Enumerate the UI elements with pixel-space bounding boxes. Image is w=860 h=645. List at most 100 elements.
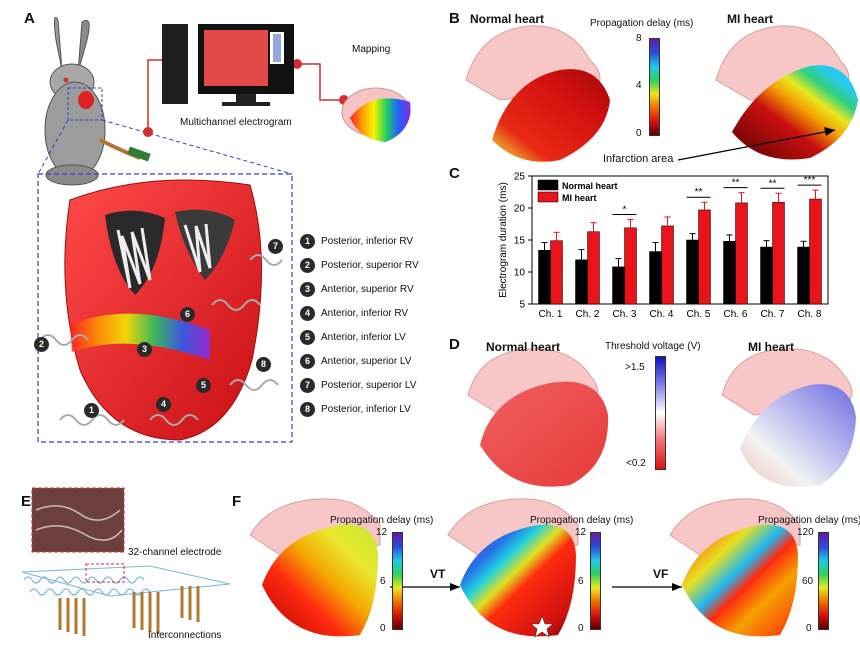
bar-mi [809,198,822,305]
heart-electrode-2: 2 [34,334,55,352]
panel-letter-c: C [449,165,460,182]
heart-electrode-4: 4 [156,394,177,412]
d-colorbar [655,356,666,470]
legend-electrode-5: 5 Anterior, inferior LV [300,330,406,345]
bar-mi [624,227,637,305]
mapping-heart-surface [350,98,411,142]
rabbit-illustration [44,17,106,186]
b-colorbar [649,38,660,136]
e-electrode-label: 32-channel electrode [128,547,222,558]
panel-a-illustration [37,17,411,443]
x-tick-label: Ch. 2 [576,309,600,320]
heart-electrode-3: 3 [137,339,158,357]
f-tick-2-top: 12 [575,527,587,538]
legend-electrode-1: 1 Posterior, inferior RV [300,234,413,249]
d-normal-title: Normal heart [486,340,561,354]
f-tick-3-bot: 0 [806,623,812,634]
x-tick-label: Ch. 1 [539,309,563,320]
f-heart-3-map [682,524,798,637]
x-tick-label: Ch. 5 [687,309,711,320]
f-tick-2-bot: 0 [578,623,584,634]
bar-normal [760,246,773,305]
y-tick-label: 10 [514,268,526,279]
f-colorbar-3 [818,532,829,630]
zoom-box-large [37,173,293,443]
significance-marker: *** [804,175,816,186]
panel-letter-b: B [449,10,460,27]
f-scale-title-3: Propagation delay (ms) [758,515,860,526]
bar-normal [612,266,625,305]
f-scale-title-1: Propagation delay (ms) [330,515,434,526]
infarction-arrowhead [824,127,835,136]
d-normal-heart-map [480,381,609,487]
x-tick-label: Ch. 6 [724,309,748,320]
b-scale-tick-0: 0 [636,128,642,139]
f-colorbar-1 [392,532,403,630]
bar-chart: 5 10 15 20 25 Electrogram duration (ms) Ch. 1 C… [498,172,829,320]
star-icon [530,615,554,638]
bar-mi [550,240,563,305]
legend-swatch-normal [537,179,559,191]
normal-heart-map [492,69,610,162]
legend-label-normal: Normal heart [562,181,618,191]
computer-tower [162,24,188,104]
bar-normal [686,239,699,305]
legend-electrode-4: 4 Anterior, inferior RV [300,306,408,321]
significance-marker: ** [732,178,740,189]
significance-marker: ** [769,178,777,189]
bar-normal [538,249,551,305]
bar-mi [661,225,674,305]
panel-b-maps [465,25,858,162]
b-mi-title: MI heart [727,12,774,26]
electrode-photo [32,488,124,552]
f-tick-3-top: 120 [797,527,814,538]
x-tick-label: Ch. 7 [761,309,785,320]
bar-normal [723,241,736,305]
heart-electrode-1: 1 [84,400,105,418]
vt-label: VT [430,567,446,581]
f-heart-1-map [262,524,378,637]
e-interconnect-label: Interconnections [148,630,222,641]
significance-marker: * [623,205,627,216]
infarction-label: Infarction area [603,153,674,165]
y-axis-label: Electrogram duration (ms) [498,182,509,298]
significance-marker: ** [695,187,703,198]
legend-electrode-8: 8 Posterior, inferior LV [300,402,411,417]
y-tick-label: 25 [514,172,526,183]
electrode-rainbow-band [70,313,210,360]
y-tick-label: 15 [514,236,526,247]
heart-electrode-7: 7 [268,236,289,254]
d-scale-tick-high: >1.5 [625,362,645,373]
bar-mi [735,202,748,305]
d-mi-title: MI heart [748,340,795,354]
d-scale-title: Threshold voltage (V) [605,341,701,352]
heart-electrode-6: 6 [180,304,201,322]
bar-mi [772,201,785,305]
f-tick-3-mid: 60 [802,576,814,587]
electrode-array [21,563,231,597]
d-mi-heart-map [740,384,856,487]
panel-d-maps [467,348,856,487]
legend-electrode-7: 7 Posterior, superior LV [300,378,416,393]
b-scale-tick-8: 8 [636,33,642,44]
interconnection-traces [58,586,200,636]
rabbit-heart [78,91,94,109]
x-tick-label: Ch. 4 [650,309,674,320]
x-tick-label: Ch. 8 [798,309,822,320]
legend-electrode-6: 6 Anterior, superior LV [300,354,411,369]
panel-letter-d: D [449,336,460,353]
vf-arrowhead [672,583,682,591]
bar-mi [698,209,711,305]
b-normal-title: Normal heart [470,12,545,26]
vf-label: VF [653,567,669,581]
panel-e-electrode [21,487,231,636]
panel-f-maps [250,498,801,638]
f-tick-1-mid: 6 [380,576,386,587]
legend-swatch-mi [537,191,559,203]
bar-normal [575,259,588,305]
bar-mi [587,231,600,305]
bar-normal [797,246,810,305]
f-heart-2-map [460,524,576,637]
x-tick-label: Ch. 3 [613,309,637,320]
heart-electrode-5: 5 [196,375,217,393]
